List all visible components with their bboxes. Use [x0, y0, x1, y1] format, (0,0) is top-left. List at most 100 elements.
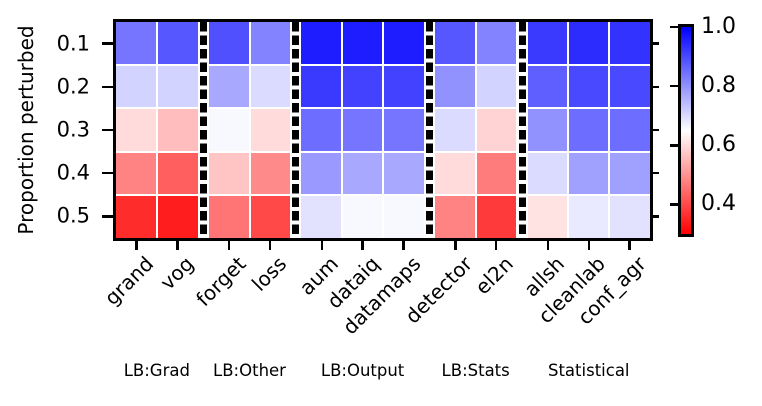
heatmap-cell [208, 151, 250, 195]
colorbar-tick [670, 144, 678, 147]
heatmap-cell [568, 22, 610, 66]
group-label: LB:Stats [441, 361, 510, 380]
heatmap-cell [383, 194, 424, 238]
heatmap-cell [156, 194, 198, 238]
y-tick-right [653, 85, 659, 89]
heatmap-cell [249, 194, 291, 238]
heatmap-cell [301, 151, 343, 195]
y-tick-label: 0.2 [56, 74, 90, 99]
y-tick-label: 0.3 [56, 117, 90, 142]
colorbar-tick [670, 84, 678, 88]
heatmap-cell [342, 194, 383, 238]
y-tick-right [653, 215, 659, 218]
heatmap-cell [475, 194, 517, 238]
heatmap-cell [208, 22, 250, 66]
heatmap-cell [434, 22, 476, 66]
heatmap-cell [156, 108, 198, 152]
x-tick-label: forget [191, 251, 251, 311]
group-separator-dash [292, 22, 300, 238]
heatmap-cell [249, 108, 291, 152]
x-tick [135, 240, 138, 250]
heatmap-cell [475, 151, 517, 195]
x-tick-label: el2n [470, 251, 518, 300]
y-tick-right [653, 171, 659, 175]
y-tick-label: 0.5 [56, 203, 90, 228]
column-gridline [248, 22, 251, 238]
heatmap-cell [609, 22, 650, 66]
heatmap-cell [475, 65, 517, 109]
heatmap-cell [249, 65, 291, 109]
colorbar [678, 24, 694, 237]
x-tick-label: grand [99, 251, 158, 310]
column-gridline [155, 22, 158, 238]
group-separator [516, 22, 528, 238]
y-tick-left [102, 171, 113, 175]
x-tick [587, 240, 590, 250]
heatmap-cell [208, 108, 250, 152]
heatmap-cell [527, 194, 569, 238]
group-separator-dash [425, 22, 433, 238]
x-tick [320, 240, 323, 250]
column-gridline [567, 22, 570, 238]
heatmap-cell [342, 22, 383, 66]
y-tick-left [102, 85, 113, 89]
heatmap-cell [434, 108, 476, 152]
group-label: LB:Grad [123, 361, 190, 380]
group-separator-dash [199, 22, 207, 238]
x-tick [361, 240, 364, 250]
y-tick-left [102, 128, 113, 132]
x-tick [176, 240, 179, 250]
heatmap-cell [116, 151, 157, 195]
heatmap-plot [113, 19, 653, 241]
heatmap-cell [383, 65, 424, 109]
colorbar-tick-label: 0.4 [701, 191, 736, 217]
heatmap-cell [116, 108, 157, 152]
group-label: Statistical [547, 361, 630, 380]
colorbar-tick-label: 0.8 [701, 73, 736, 99]
y-tick-right [653, 128, 659, 132]
group-separator [197, 22, 209, 238]
y-tick-left [102, 42, 113, 45]
heatmap-cell [609, 194, 650, 238]
heatmap-cell [249, 22, 291, 66]
x-tick-label: vog [155, 251, 199, 295]
heatmap-cell [301, 22, 343, 66]
heatmap-cell [527, 65, 569, 109]
heatmap-cell [249, 151, 291, 195]
heatmap-cell [527, 22, 569, 66]
colorbar-tick [670, 25, 678, 29]
heatmap-cell [568, 194, 610, 238]
group-label: LB:Output [320, 361, 405, 380]
x-tick [546, 240, 550, 250]
x-tick-label: loss [247, 251, 292, 296]
y-tick-label: 0.4 [56, 160, 90, 185]
heatmap-cell [383, 22, 424, 66]
group-label: LB:Other [213, 361, 286, 380]
group-separator [423, 22, 435, 238]
heatmap-cell [301, 194, 343, 238]
heatmap-cell [208, 194, 250, 238]
heatmap-cell [434, 151, 476, 195]
group-separator-dash [518, 22, 526, 238]
heatmap-cell [342, 151, 383, 195]
heatmap-cell [568, 151, 610, 195]
heatmap-cell [342, 108, 383, 152]
heatmap-cell [527, 151, 569, 195]
x-tick [402, 240, 405, 250]
heatmap-cell [116, 22, 157, 66]
column-gridline [341, 22, 344, 238]
heatmap-cell [156, 22, 198, 66]
y-tick-label: 0.1 [56, 31, 90, 56]
x-tick [268, 240, 272, 250]
heatmap-cell [609, 108, 650, 152]
heatmap-cell [568, 65, 610, 109]
heatmap-cell [527, 108, 569, 152]
column-gridline [608, 22, 611, 238]
colorbar-tick-label: 0.6 [701, 132, 736, 158]
heatmap-cell [434, 194, 476, 238]
heatmap-cell [156, 151, 198, 195]
heatmap-cell [301, 108, 343, 152]
x-tick [454, 240, 457, 250]
heatmap-cell [609, 65, 650, 109]
heatmap-cell [208, 65, 250, 109]
